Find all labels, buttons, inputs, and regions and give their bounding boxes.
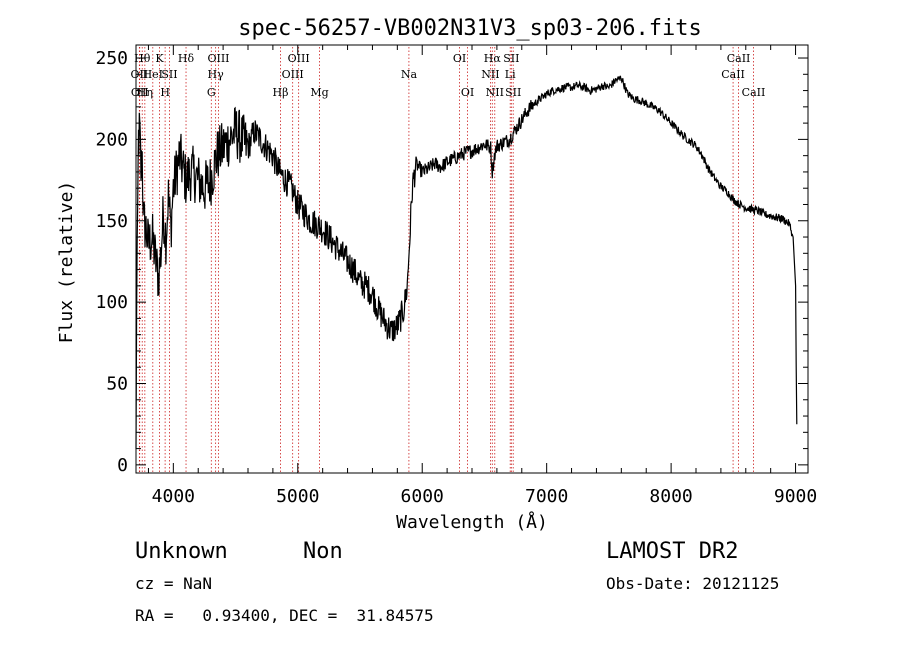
line-marker-label: Hγ [208,68,225,81]
line-marker-label: OII [131,86,149,99]
spectrum-line [135,75,798,449]
x-axis: 4000 5000 6000 7000 8000 9000 [147,45,817,507]
x-axis-label: Wavelength (Å) [396,511,548,533]
line-marker-label: OIII [207,52,229,65]
y-tick-label: 50 [106,373,128,394]
obs-date-label: Obs-Date: 20121125 [606,574,779,593]
line-marker-label: Hα [484,52,502,65]
line-marker-label: Li [505,68,516,81]
survey-label: LAMOST DR2 [606,539,738,564]
line-marker-label: OIII [288,52,310,65]
line-marker-label: SII [161,68,177,81]
line-marker-label: HeI [143,68,163,81]
x-tick-label: 4000 [152,486,195,507]
line-marker-label: Na [401,68,418,81]
plot-frame [135,44,809,474]
y-tick-label: 150 [95,211,128,232]
x-tick-label: 9000 [774,486,817,507]
line-marker-label: CaII [721,68,745,81]
line-marker-label: Hη [137,86,153,99]
x-tick-label: 7000 [525,486,568,507]
line-marker-label: CaII [727,52,751,65]
line-marker-label: NII [486,86,504,99]
subclass-label: Non [303,539,343,564]
line-marker-label: Mg [310,86,328,99]
line-marker-label: NII [481,68,499,81]
line-marker-label: G [207,86,216,99]
emission-line-markers [138,47,754,473]
line-marker-label: OIII [282,68,304,81]
x-tick-label: 5000 [276,486,319,507]
x-tick-label: 6000 [401,486,444,507]
y-tick-label: 0 [117,455,128,476]
emission-line-labels: OIIOIIHθHηHeIKHSIIHδGHγOIIIHβOIIIOIIIMgN… [131,52,766,99]
y-axis-label: Flux (relative) [56,181,77,344]
line-marker-label: OI [453,52,466,65]
y-tick-label: 100 [95,292,128,313]
line-marker-label: SII [505,86,521,99]
class-label: Unknown [135,539,228,564]
y-axis: 0 50 100 150 200 250 [95,48,808,476]
cz-label: cz = NaN [135,574,212,593]
line-marker-label: H [160,86,170,99]
y-tick-label: 200 [95,129,128,150]
radec-label: RA = 0.93400, DEC = 31.84575 [135,606,434,625]
x-tick-label: 8000 [649,486,692,507]
line-marker-label: Hδ [178,52,195,65]
y-tick-label: 250 [95,48,128,69]
line-marker-label: SII [503,52,519,65]
line-marker-label: CaII [742,86,766,99]
line-marker-label: Hβ [273,86,289,99]
chart-title: spec-56257-VB002N31V3_sp03-206.fits [238,16,702,41]
line-marker-label: OI [461,86,474,99]
line-marker-label: K [155,52,164,65]
